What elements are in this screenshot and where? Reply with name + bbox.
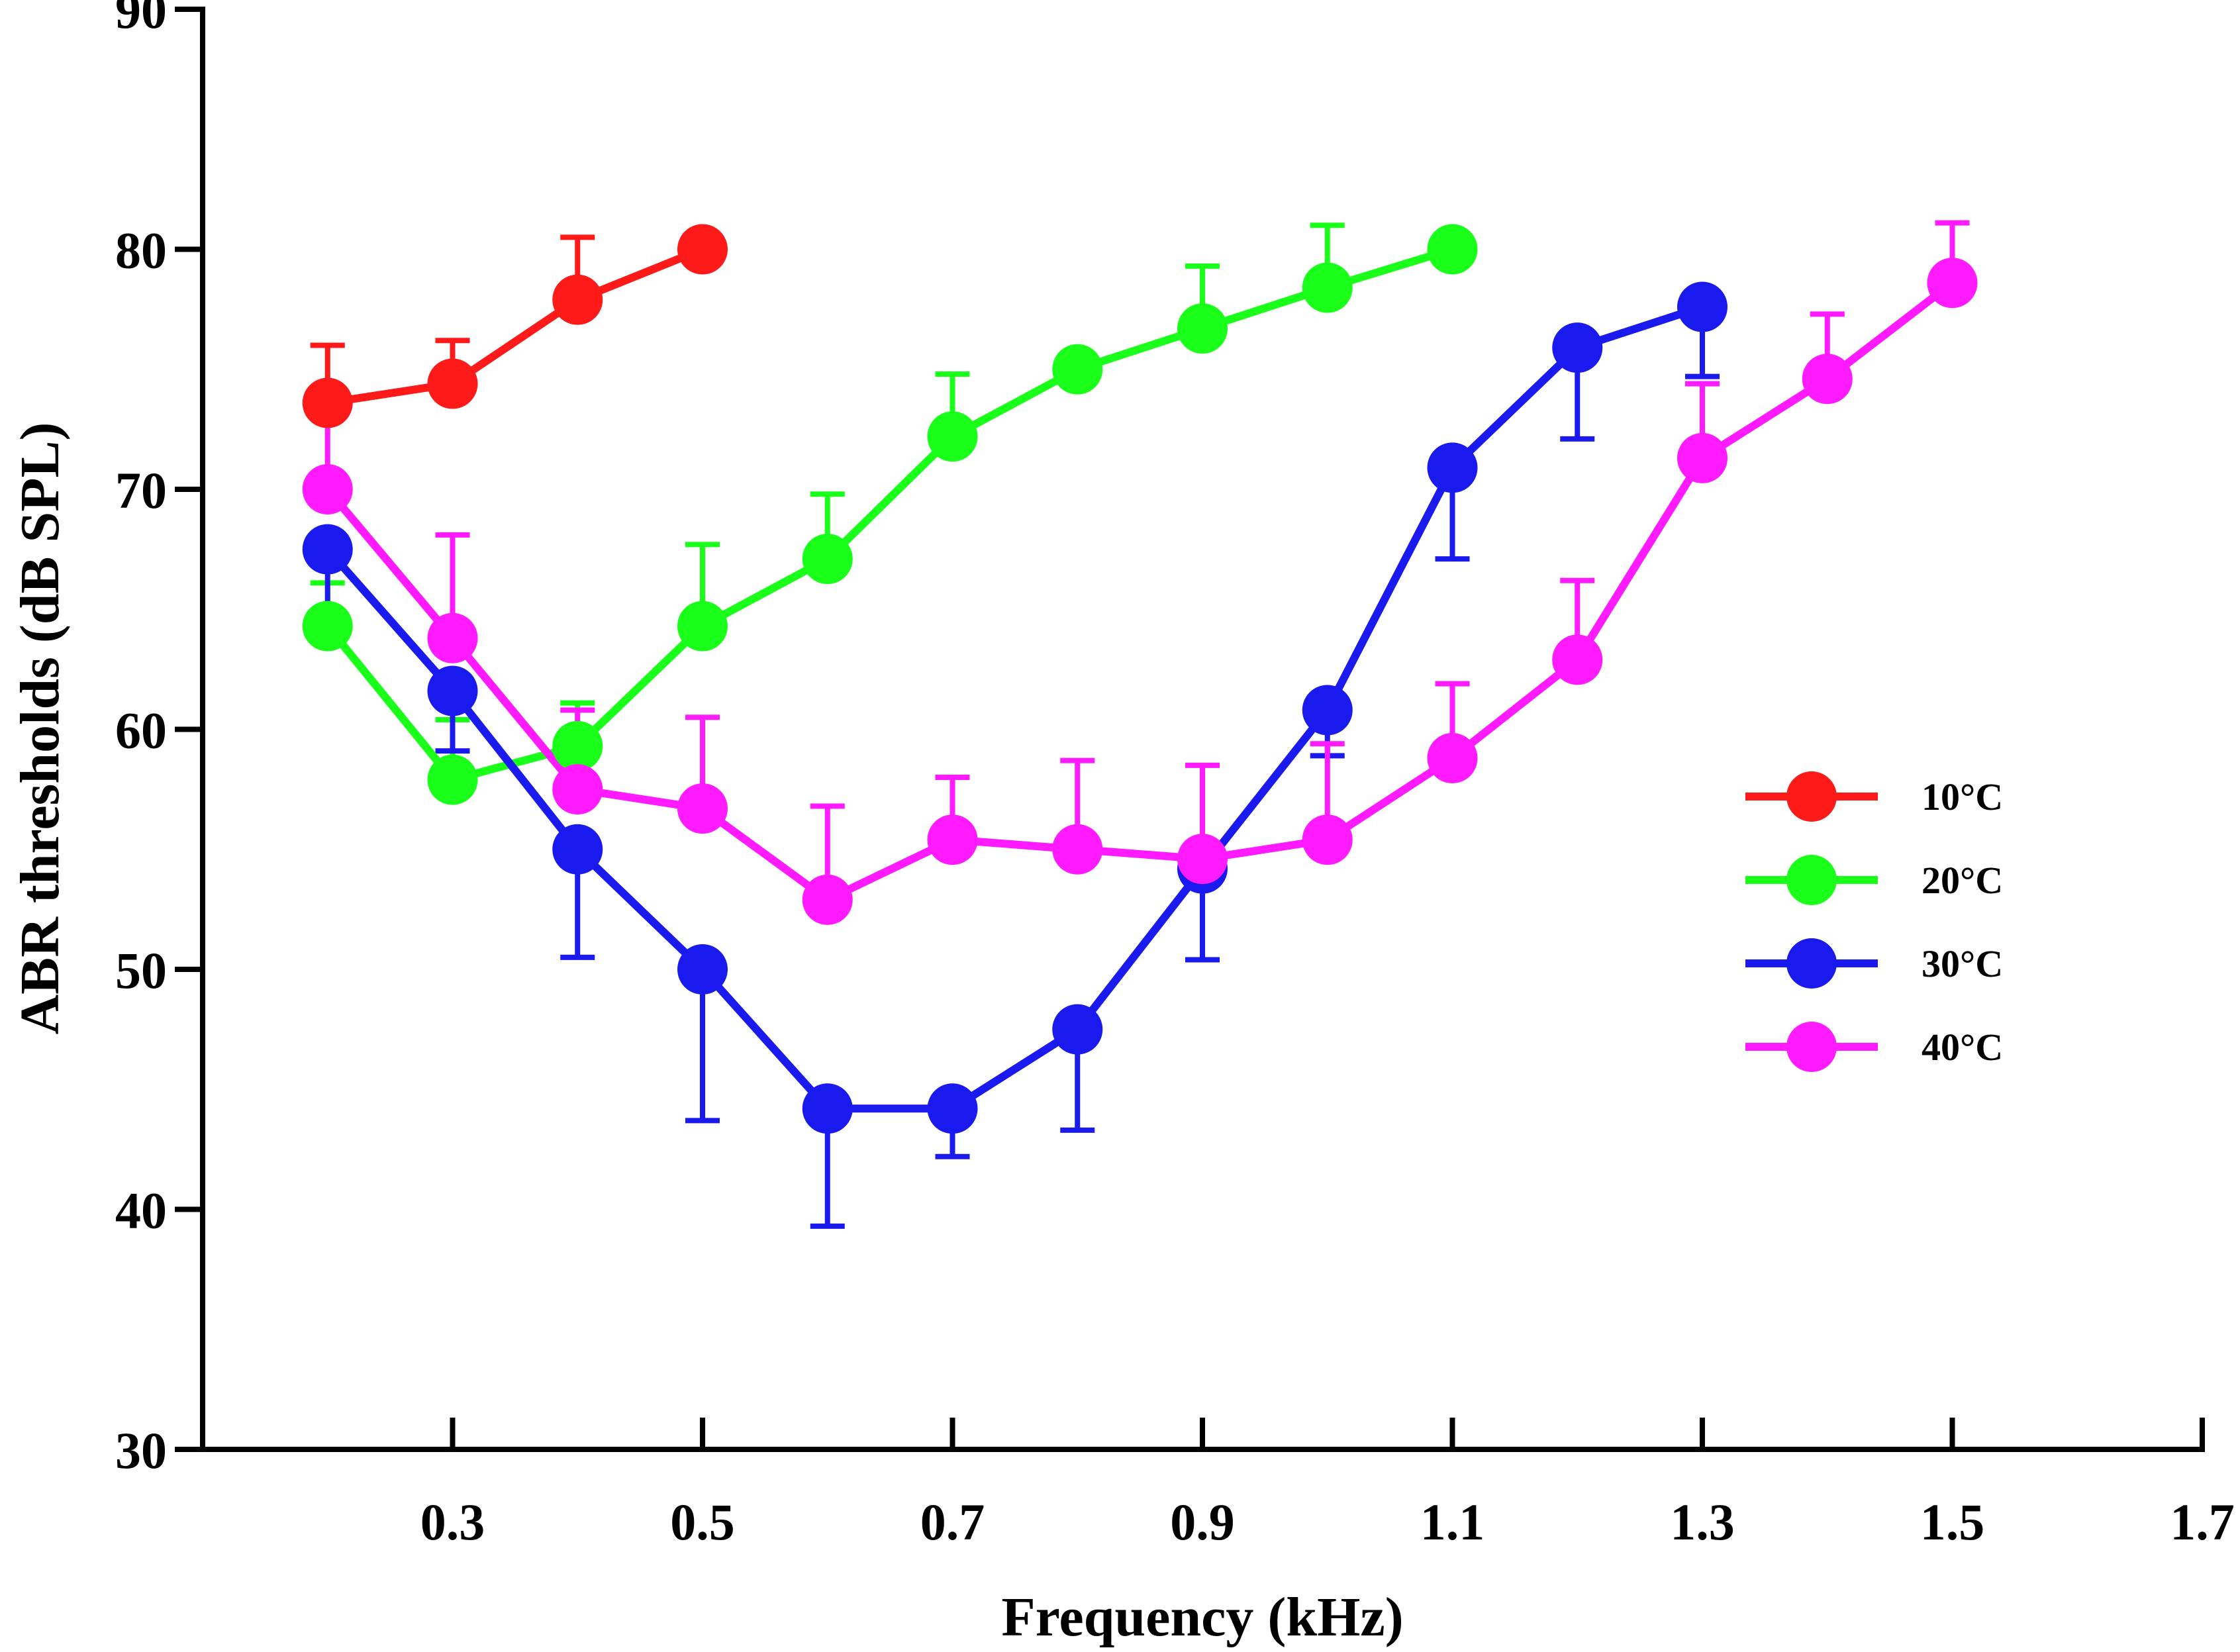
error-bars bbox=[310, 220, 1970, 1229]
data-points bbox=[302, 224, 1978, 1134]
series-line-30c bbox=[324, 303, 1704, 1113]
data-point-40c bbox=[677, 783, 728, 834]
y-ticks: 30 40 50 60 70 80 90 bbox=[115, 0, 203, 1479]
data-point-10c bbox=[677, 224, 728, 275]
data-point-40c bbox=[552, 764, 603, 815]
legend-marker-30c bbox=[1786, 938, 1837, 989]
x-tick-label: 1.7 bbox=[2170, 1493, 2235, 1551]
series-line-20c bbox=[324, 245, 1454, 784]
data-point-30c bbox=[427, 665, 478, 716]
data-point-40c bbox=[1177, 834, 1228, 885]
data-point-30c bbox=[927, 1083, 978, 1134]
legend-label-20c: 20°C bbox=[1922, 859, 2003, 902]
data-point-10c bbox=[427, 358, 478, 409]
legend-marker-40c bbox=[1786, 1022, 1837, 1072]
y-tick-label: 30 bbox=[115, 1422, 167, 1479]
data-point-40c bbox=[427, 612, 478, 663]
data-point-40c bbox=[927, 814, 978, 865]
data-point-10c bbox=[552, 274, 603, 325]
y-tick-label: 80 bbox=[115, 222, 167, 279]
data-point-30c bbox=[552, 824, 603, 875]
data-point-30c bbox=[802, 1083, 853, 1134]
data-point-40c bbox=[1302, 814, 1353, 865]
data-point-40c bbox=[1552, 634, 1603, 685]
x-tick-label: 1.3 bbox=[1670, 1493, 1735, 1551]
legend-label-40c: 40°C bbox=[1922, 1026, 2003, 1069]
axes bbox=[200, 7, 2205, 1452]
y-tick-label: 60 bbox=[115, 702, 167, 759]
y-tick-label: 50 bbox=[115, 942, 167, 999]
data-point-20c bbox=[1177, 303, 1228, 354]
x-tick-label: 0.5 bbox=[670, 1493, 735, 1551]
data-point-40c bbox=[1802, 354, 1853, 405]
data-point-20c bbox=[677, 601, 728, 652]
x-tick-label: 1.1 bbox=[1420, 1493, 1485, 1551]
legend-marker-20c bbox=[1786, 855, 1837, 905]
legend-label-30c: 30°C bbox=[1922, 942, 2003, 985]
data-point-30c bbox=[677, 944, 728, 995]
data-point-20c bbox=[1302, 262, 1353, 313]
data-point-20c bbox=[1052, 344, 1103, 395]
data-point-30c bbox=[1427, 442, 1478, 493]
data-point-20c bbox=[552, 720, 603, 771]
x-axis-title: Frequency (kHz) bbox=[1001, 1586, 1403, 1648]
legend-label-10c: 10°C bbox=[1922, 775, 2003, 818]
data-point-40c bbox=[302, 464, 353, 514]
legend: 10°C 20°C 30°C 40°C bbox=[1745, 771, 2003, 1072]
series-line-10c bbox=[326, 245, 705, 407]
y-axis-title: ABR thresholds (dB SPL) bbox=[9, 422, 71, 1035]
legend-marker-10c bbox=[1786, 771, 1837, 822]
data-point-30c bbox=[1677, 281, 1728, 332]
x-tick-label: 1.5 bbox=[1920, 1493, 1985, 1551]
data-point-20c bbox=[802, 534, 853, 585]
data-point-20c bbox=[427, 754, 478, 805]
data-point-40c bbox=[1927, 258, 1978, 309]
data-point-20c bbox=[1427, 224, 1478, 275]
data-point-10c bbox=[302, 377, 353, 428]
data-point-30c bbox=[1052, 1004, 1103, 1055]
x-ticks: 0.3 0.5 0.7 0.9 1.1 1.3 1.5 1.7 bbox=[420, 1418, 2235, 1551]
data-point-20c bbox=[302, 601, 353, 652]
y-tick-label: 90 bbox=[115, 0, 167, 39]
data-point-30c bbox=[1302, 685, 1353, 736]
data-point-20c bbox=[927, 411, 978, 462]
data-point-40c bbox=[1052, 824, 1103, 875]
x-tick-label: 0.7 bbox=[920, 1493, 985, 1551]
data-point-40c bbox=[1427, 733, 1478, 783]
y-tick-label: 70 bbox=[115, 462, 167, 519]
x-tick-label: 0.3 bbox=[420, 1493, 485, 1551]
y-tick-label: 40 bbox=[115, 1182, 167, 1239]
data-point-30c bbox=[302, 524, 353, 575]
data-point-40c bbox=[802, 874, 853, 925]
data-point-40c bbox=[1677, 432, 1728, 483]
data-point-30c bbox=[1552, 322, 1603, 373]
x-tick-label: 0.9 bbox=[1170, 1493, 1235, 1551]
